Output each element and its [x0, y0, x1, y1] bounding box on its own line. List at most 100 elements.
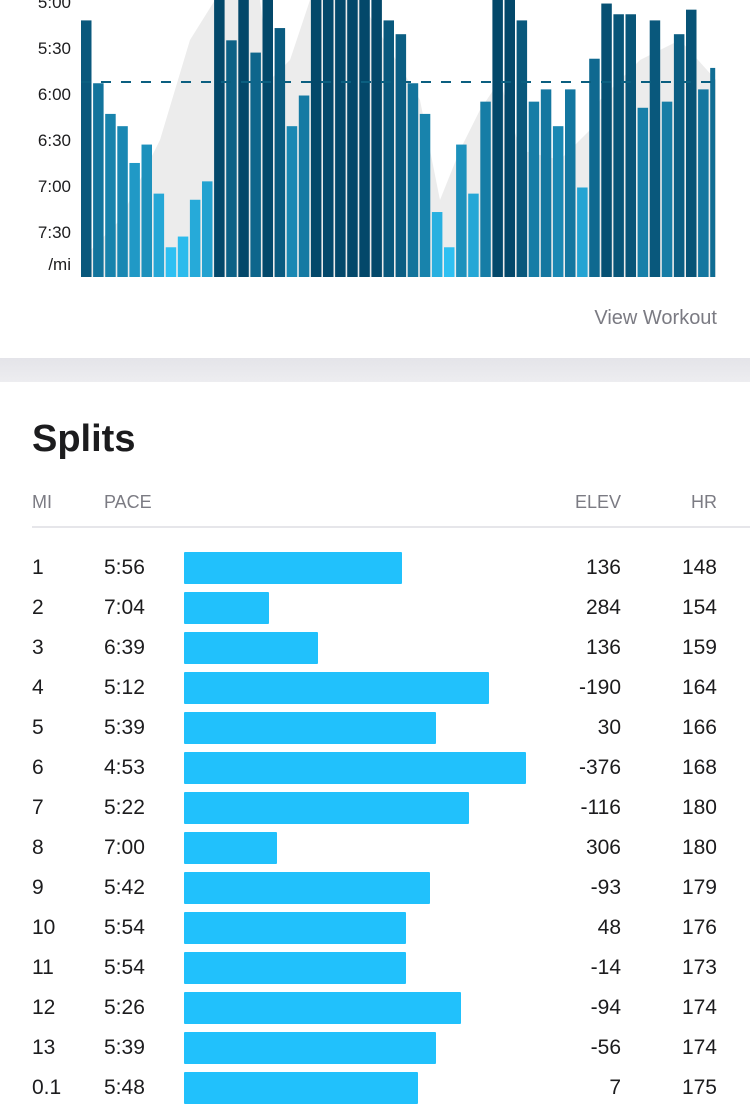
split-mile: 2 — [32, 596, 44, 619]
split-pace-bar — [184, 992, 462, 1024]
split-row: 12 5:26 -94 174 — [0, 988, 750, 1028]
pace-bar — [673, 34, 685, 278]
split-elevation: -376 — [578, 756, 621, 779]
split-heart-rate: 159 — [681, 636, 717, 659]
split-pace-bar — [184, 632, 319, 664]
pace-bar — [589, 58, 600, 277]
split-mile: 3 — [32, 636, 44, 659]
pace-bar — [577, 187, 588, 277]
split-row: 7 5:22 -116 180 — [0, 788, 750, 828]
split-row: 4 5:12 -190 164 — [0, 668, 750, 708]
pace-bar — [625, 14, 636, 277]
split-pace: 5:54 — [104, 956, 145, 979]
header-pace: PACE — [104, 492, 152, 512]
split-pace-bar — [184, 912, 407, 944]
split-elevation: 136 — [585, 556, 621, 579]
split-mile: 4 — [32, 676, 44, 699]
split-mile: 9 — [32, 876, 44, 899]
split-pace-bar — [184, 672, 489, 704]
y-axis-label: 7:00 — [37, 177, 71, 196]
split-elevation: -94 — [590, 996, 621, 1019]
split-pace: 5:42 — [104, 876, 145, 899]
split-heart-rate: 148 — [681, 556, 717, 579]
pace-bar — [601, 3, 612, 278]
pace-bar — [504, 0, 515, 277]
pace-bar — [347, 0, 358, 277]
header-separator — [32, 526, 750, 528]
pace-bar — [395, 34, 407, 278]
split-row: 1 5:56 136 148 — [0, 548, 750, 588]
split-pace: 5:26 — [104, 996, 145, 1019]
split-mile: 5 — [32, 716, 44, 739]
pace-bar — [686, 9, 697, 277]
pace-bar — [444, 247, 455, 277]
pace-bar — [81, 20, 92, 278]
pace-bar — [286, 126, 298, 277]
split-row: 6 4:53 -376 168 — [0, 748, 750, 788]
split-row: 2 7:04 284 154 — [0, 588, 750, 628]
view-workout-link[interactable]: View Workout — [594, 307, 717, 329]
split-pace: 6:39 — [104, 636, 145, 659]
split-mile: 6 — [32, 756, 44, 779]
split-pace-bar — [184, 592, 269, 624]
split-heart-rate: 174 — [681, 1036, 717, 1059]
split-elevation: 30 — [597, 716, 621, 739]
pace-bar — [226, 40, 237, 278]
split-pace-bar — [184, 1072, 419, 1104]
split-mile: 12 — [32, 996, 56, 1019]
split-row: 0.1 5:48 7 175 — [0, 1068, 750, 1108]
pace-bar — [407, 83, 419, 278]
pace-bar — [202, 181, 213, 277]
pace-bar — [480, 101, 491, 278]
split-mile: 1 — [32, 556, 44, 579]
pace-bar — [565, 89, 576, 277]
y-axis-label: 6:00 — [37, 85, 71, 104]
pace-bar — [298, 95, 310, 277]
split-pace-bar — [184, 1032, 436, 1064]
section-divider — [0, 358, 750, 382]
pace-bar — [516, 20, 528, 278]
pace-bar — [165, 247, 177, 277]
split-heart-rate: 174 — [681, 996, 717, 1019]
pace-bar — [274, 28, 286, 277]
split-mile: 8 — [32, 836, 44, 859]
split-pace-bar — [184, 952, 407, 984]
pace-bar — [661, 101, 673, 278]
split-mile: 7 — [32, 796, 44, 819]
pace-bar — [189, 199, 201, 277]
split-pace: 5:12 — [104, 676, 145, 699]
split-mile: 10 — [32, 916, 56, 939]
split-elevation: -93 — [590, 876, 621, 899]
pace-bar — [335, 0, 346, 277]
pace-bar — [540, 89, 552, 277]
header-elev: ELEV — [574, 492, 621, 512]
split-row: 10 5:54 48 176 — [0, 908, 750, 948]
split-heart-rate: 173 — [681, 956, 717, 979]
pace-bar — [105, 113, 116, 277]
split-elevation: -14 — [590, 956, 621, 979]
splits-title: Splits — [32, 418, 136, 460]
split-pace: 7:04 — [104, 596, 145, 619]
split-pace: 7:00 — [104, 836, 145, 859]
split-pace: 5:22 — [104, 796, 145, 819]
split-elevation: -116 — [580, 796, 621, 819]
split-pace: 5:39 — [104, 1036, 145, 1059]
pace-bar — [552, 126, 564, 277]
split-heart-rate: 175 — [681, 1076, 717, 1099]
pace-bar — [649, 20, 661, 278]
pace-bar — [456, 144, 467, 277]
split-elevation: -56 — [590, 1036, 621, 1059]
split-heart-rate: 180 — [681, 836, 717, 859]
pace-bar — [431, 212, 443, 277]
y-axis-label: 6:30 — [37, 131, 71, 150]
split-elevation: 7 — [609, 1076, 621, 1099]
pace-bar — [93, 83, 104, 278]
header-hr: HR — [691, 492, 717, 512]
pace-bar — [310, 0, 322, 277]
pace-bar — [419, 113, 431, 277]
pace-bar — [214, 0, 225, 277]
split-pace: 4:53 — [104, 756, 145, 779]
pace-bar — [262, 0, 273, 277]
split-mile: 11 — [32, 956, 54, 979]
split-pace-bar — [184, 712, 436, 744]
